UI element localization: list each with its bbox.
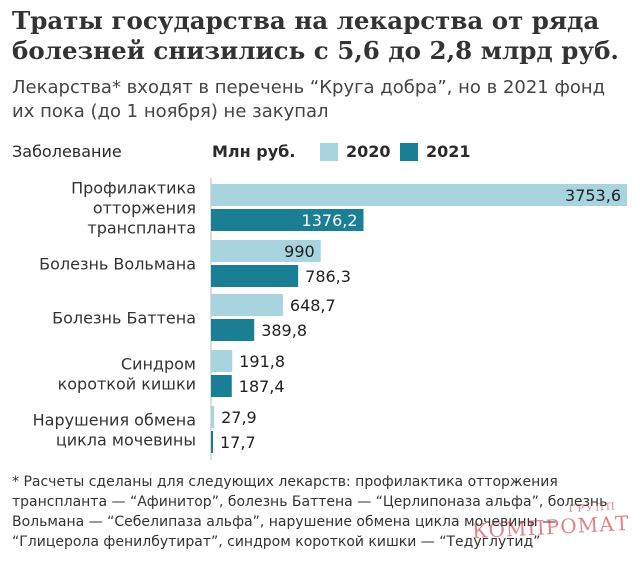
category-column-header: Заболевание bbox=[12, 142, 122, 161]
data-label-2020: 27,9 bbox=[221, 408, 257, 427]
data-label-2020: 3753,6 bbox=[565, 186, 621, 205]
legend-swatch-2020 bbox=[320, 142, 338, 161]
bar-2021 bbox=[211, 319, 255, 341]
bar-2021 bbox=[211, 431, 213, 453]
footnote: * Расчеты сделаны для следующих лекарств… bbox=[12, 474, 608, 550]
data-label-2020: 191,8 bbox=[239, 352, 285, 371]
legend-swatch-2021 bbox=[400, 142, 418, 161]
data-label-2021: 17,7 bbox=[220, 433, 256, 452]
chart-header-row: Заболевание Млн руб. 2020 2021 bbox=[12, 140, 632, 164]
bar-2021 bbox=[211, 265, 299, 287]
bar-2021 bbox=[211, 209, 364, 231]
category-label: короткой кишки bbox=[58, 375, 196, 394]
chart-subtitle: Лекарства* входят в перечень “Круга добр… bbox=[12, 77, 606, 122]
legend-item-2020: 2020 bbox=[320, 142, 391, 161]
data-label-2021: 786,3 bbox=[305, 267, 351, 286]
category-label: транспланта bbox=[87, 219, 196, 238]
unit-label: Млн руб. bbox=[212, 142, 296, 161]
data-label-2021: 389,8 bbox=[261, 321, 307, 340]
legend-label-2020: 2020 bbox=[346, 142, 391, 161]
bar-2021 bbox=[211, 375, 232, 397]
data-label-2020: 990 bbox=[284, 242, 315, 261]
category-label: Болезнь Вольмана bbox=[39, 255, 196, 274]
bar-2020 bbox=[211, 240, 321, 262]
category-label: Синдром bbox=[121, 355, 196, 374]
bar-2020 bbox=[211, 294, 283, 316]
data-label-2021: 187,4 bbox=[239, 377, 285, 396]
data-label-2021: 1376,2 bbox=[302, 211, 358, 230]
chart-title: Траты государства на лекарства от ряда б… bbox=[12, 6, 619, 65]
bar-2020 bbox=[211, 406, 215, 428]
category-label: Профилактика bbox=[71, 179, 196, 198]
legend-item-2021: 2021 bbox=[400, 142, 471, 161]
legend-label-2021: 2021 bbox=[426, 142, 471, 161]
category-label: отторжения bbox=[93, 199, 196, 218]
data-label-2020: 648,7 bbox=[290, 296, 336, 315]
bar-2020 bbox=[211, 350, 233, 372]
category-label: цикла мочевины bbox=[56, 431, 196, 450]
category-label: Болезнь Баттена bbox=[52, 309, 196, 328]
category-label: Нарушения обмена bbox=[33, 411, 196, 430]
bar-2020 bbox=[211, 184, 627, 206]
